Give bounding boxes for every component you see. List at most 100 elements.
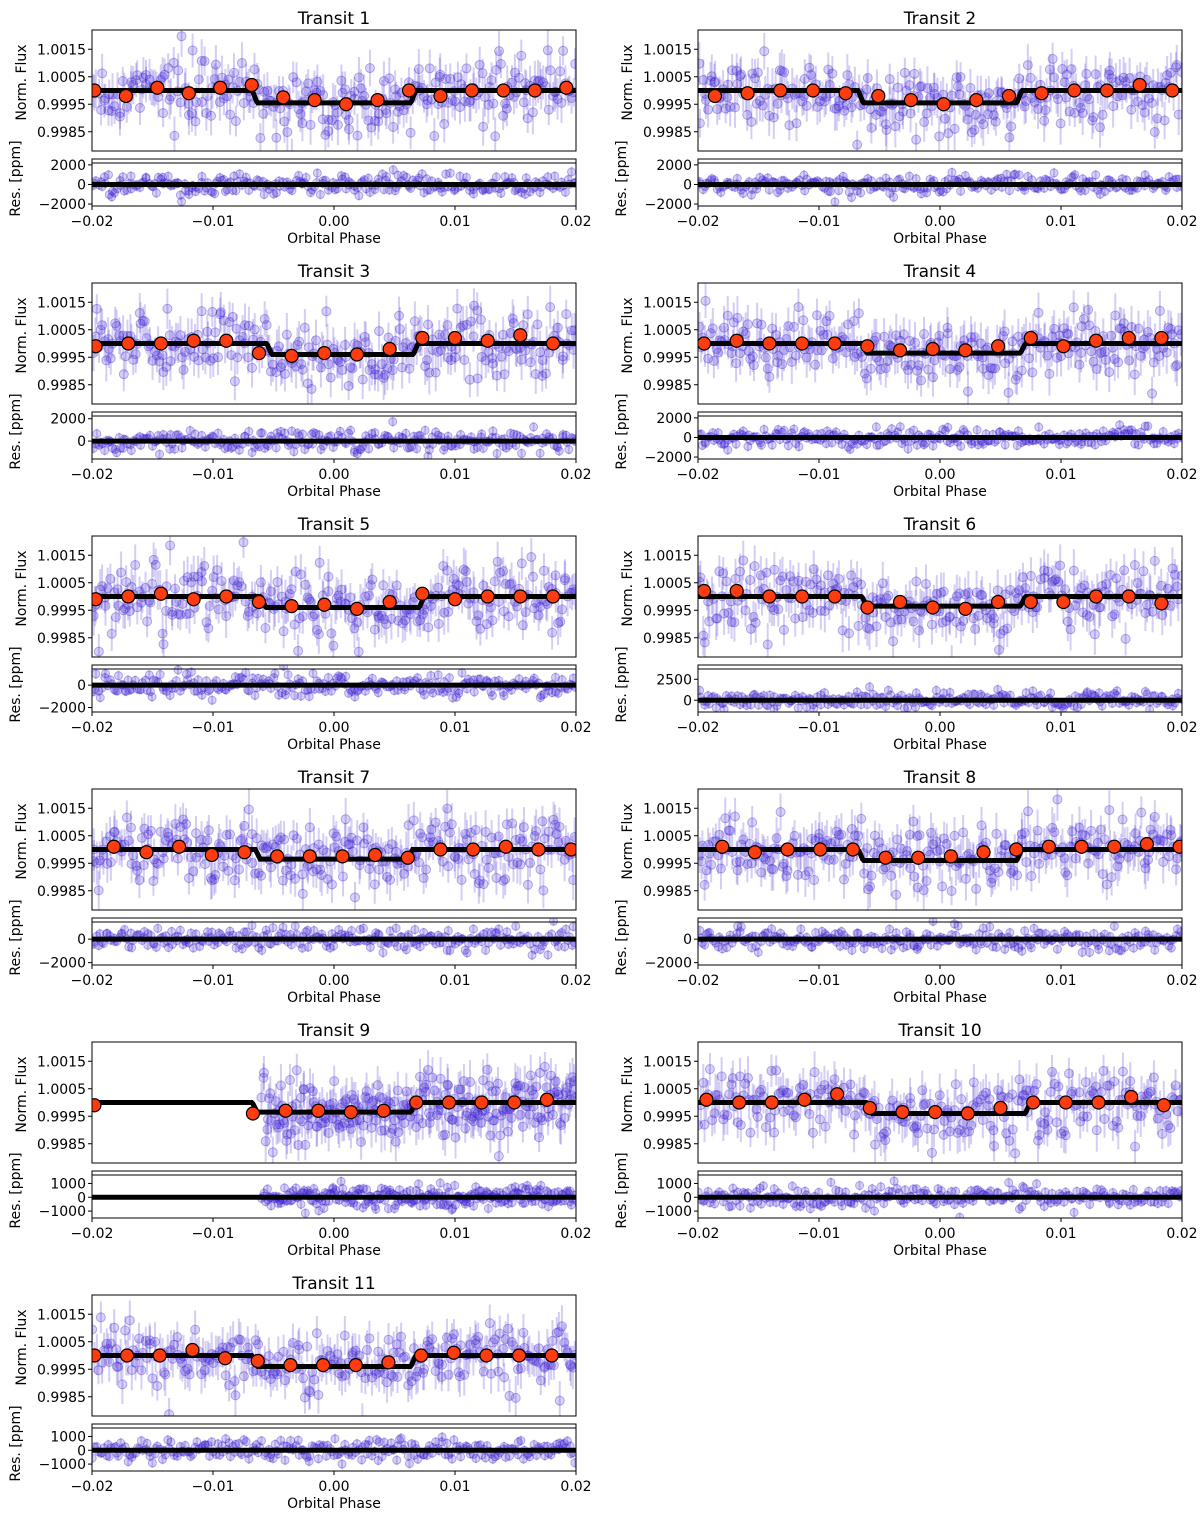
residual-point [496, 188, 506, 198]
flux-point [530, 369, 541, 380]
flux-point [545, 302, 556, 313]
residual-point [491, 172, 501, 182]
x-tick-label: 0.02 [560, 467, 591, 483]
flux-point [1124, 73, 1135, 84]
flux-point [735, 348, 746, 359]
flux-point [939, 113, 950, 124]
flux-point [782, 93, 793, 104]
flux-point [861, 84, 872, 95]
flux-point [433, 618, 444, 629]
residual-point [958, 425, 968, 435]
flux-point [145, 597, 156, 608]
flux-point [1100, 354, 1111, 365]
flux-point [323, 114, 334, 125]
binned-point [219, 333, 234, 348]
residual-point [420, 425, 430, 435]
flux-point [215, 309, 226, 320]
flux-point [862, 72, 873, 83]
residual-point [235, 169, 245, 179]
flux-point [498, 329, 509, 340]
x-tick-label: −0.01 [192, 467, 235, 483]
flux-point [966, 127, 977, 138]
flux-point [126, 77, 137, 88]
residual-y-axis-label: Res. [ppm] [8, 393, 24, 469]
flux-point [440, 73, 451, 84]
binned-point [339, 97, 354, 112]
flux-point [975, 338, 986, 349]
residual-point [909, 425, 919, 435]
flux-point [243, 606, 254, 617]
residual-point [100, 669, 110, 679]
binned-point [1154, 330, 1169, 346]
flux-point [262, 85, 273, 96]
binned-point [480, 333, 495, 348]
flux-point [234, 577, 245, 588]
flux-point [962, 386, 973, 397]
binned-point [1023, 330, 1038, 346]
flux-point [919, 117, 930, 128]
flux-point [169, 130, 180, 141]
flux-point [315, 85, 326, 96]
flux-point [486, 75, 497, 86]
residual-point [738, 188, 748, 198]
residual-point [972, 425, 982, 435]
flux-point [323, 359, 334, 370]
flux-point [947, 90, 958, 101]
flux-point [400, 615, 411, 626]
flux-point [1163, 322, 1174, 333]
residual-point [344, 428, 354, 438]
flux-point [208, 353, 219, 364]
residual-point [354, 191, 364, 201]
binned-point [92, 83, 102, 98]
flux-point [866, 122, 877, 133]
flux-point [1022, 60, 1033, 71]
flux-point [969, 332, 980, 343]
flux-point [999, 326, 1010, 337]
flux-point [373, 369, 384, 380]
flux-point [1029, 97, 1040, 108]
residual-point [1134, 440, 1144, 450]
flux-point [1064, 106, 1075, 117]
flux-point [990, 116, 1001, 127]
x-tick-label: −0.02 [71, 214, 114, 230]
residual-point [507, 173, 517, 183]
flux-point [557, 354, 568, 365]
flux-point [243, 352, 254, 363]
residual-point [716, 187, 726, 197]
flux-point [291, 77, 302, 88]
flux-point [498, 110, 509, 121]
flux-point [842, 70, 853, 81]
residual-point [155, 670, 165, 680]
residual-point [755, 172, 765, 182]
residual-point [759, 424, 769, 434]
flux-point [1143, 93, 1154, 104]
flux-point [176, 31, 187, 42]
residual-point [271, 188, 281, 198]
residual-point [352, 449, 362, 459]
flux-point [915, 81, 926, 92]
flux-point [306, 383, 317, 394]
flux-point [731, 358, 742, 369]
flux-point [1083, 304, 1094, 315]
flux-point [439, 119, 450, 130]
flux-point [558, 45, 569, 56]
flux-axes-frame [697, 29, 1183, 152]
residual-point [764, 185, 774, 195]
x-tick-label: 0.00 [318, 467, 349, 483]
flux-point [982, 342, 993, 353]
flux-point [379, 369, 390, 380]
flux-point [516, 50, 527, 61]
residual-point [184, 186, 194, 196]
binned-point [181, 86, 196, 101]
flux-point [1088, 112, 1099, 123]
flux-point [1086, 346, 1097, 357]
flux-scatter [698, 32, 1182, 151]
residual-point [190, 187, 200, 197]
flux-point [116, 567, 127, 578]
flux-point [776, 66, 787, 77]
flux-point [509, 67, 520, 78]
residual-point [1140, 170, 1150, 180]
residual-point [928, 441, 938, 451]
flux-y-axis-label: Norm. Flux [620, 297, 636, 373]
flux-point [942, 322, 953, 333]
